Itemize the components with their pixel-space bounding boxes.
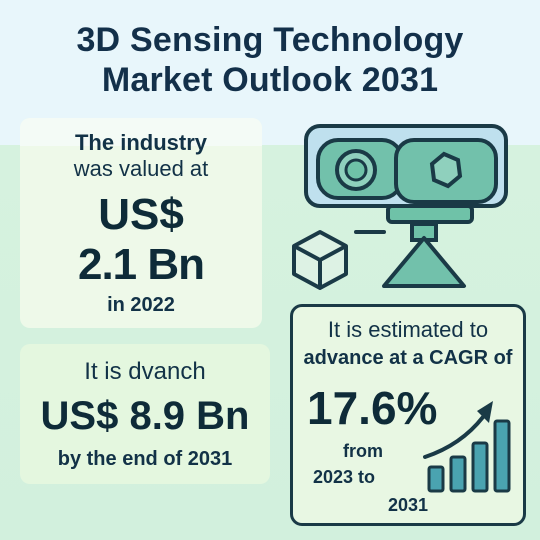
cagr-line-1: It is estimated to xyxy=(327,317,489,342)
forecast-line-3: by the end of 2031 xyxy=(57,448,233,470)
growth-bar-chart-icon xyxy=(423,401,511,493)
forecast-amount: US$ 8.9 Bn xyxy=(40,394,250,438)
valued-currency: US$ xyxy=(98,190,184,239)
valued-year: in 2022 xyxy=(107,294,175,316)
valued-line-1: The industry xyxy=(74,130,207,155)
cube-icon xyxy=(292,230,348,290)
card-cagr: It is estimated to advance at a CAGR of … xyxy=(290,304,526,526)
valued-amount: 2.1 Bn xyxy=(77,240,205,289)
cagr-end-year: 2031 xyxy=(387,495,429,515)
valued-line-2: was valued at xyxy=(73,156,209,181)
forecast-line-1: It is dvanch xyxy=(84,358,206,385)
tripod-icon xyxy=(382,222,466,288)
cagr-range: 2023 to xyxy=(313,467,376,487)
cagr-from: from xyxy=(343,441,383,461)
card-forecast-value: It is dvanch US$ 8.9 Bn by the end of 20… xyxy=(20,344,270,484)
3d-camera-icon xyxy=(304,124,508,224)
cagr-value: 17.6% xyxy=(307,382,438,434)
cagr-line-2: advance at a CAGR of xyxy=(303,347,513,369)
card-top-band xyxy=(20,118,262,146)
page-title: 3D Sensing Technology Market Outlook 203… xyxy=(0,20,540,100)
trend-arrow-icon xyxy=(423,401,493,459)
title-line-2: Market Outlook 2031 xyxy=(101,61,439,99)
title-line-1: 3D Sensing Technology xyxy=(76,21,464,59)
card-industry-value: The industry was valued at US$ 2.1 Bn in… xyxy=(20,118,262,328)
